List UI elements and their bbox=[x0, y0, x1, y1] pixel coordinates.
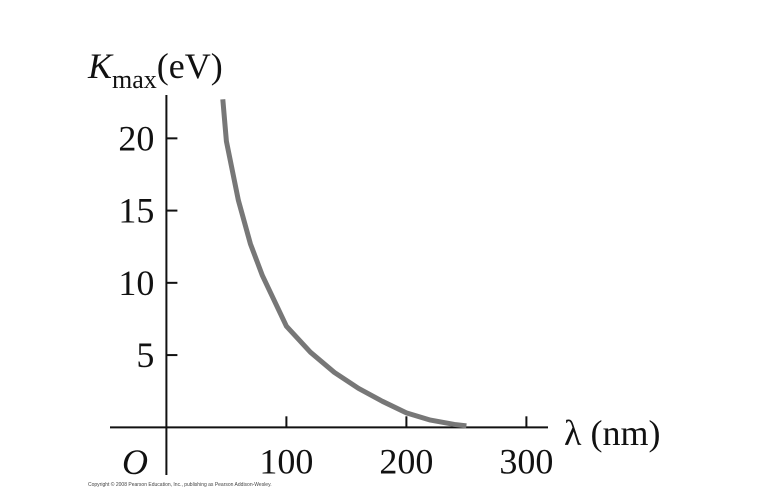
x-tick-label: 100 bbox=[259, 441, 313, 481]
y-label-symbol: K bbox=[87, 46, 114, 86]
y-axis-label: Kmax(eV) bbox=[87, 46, 223, 94]
origin-label: O bbox=[122, 442, 148, 482]
curve bbox=[220, 99, 467, 429]
x-tick-label: 200 bbox=[379, 441, 433, 481]
y-tick-label: 5 bbox=[136, 335, 154, 375]
y-tick-label: 10 bbox=[118, 263, 154, 303]
x-axis-label: λ (nm) bbox=[564, 413, 660, 453]
y-tick-label: 15 bbox=[118, 191, 154, 231]
y-label-unit: (eV) bbox=[157, 46, 223, 86]
y-tick-label: 20 bbox=[118, 118, 154, 158]
footnote: Copyright © 2008 Pearson Education, Inc.… bbox=[88, 481, 272, 488]
y-label-subscript: max bbox=[112, 65, 157, 94]
x-tick-label: 300 bbox=[499, 441, 553, 481]
